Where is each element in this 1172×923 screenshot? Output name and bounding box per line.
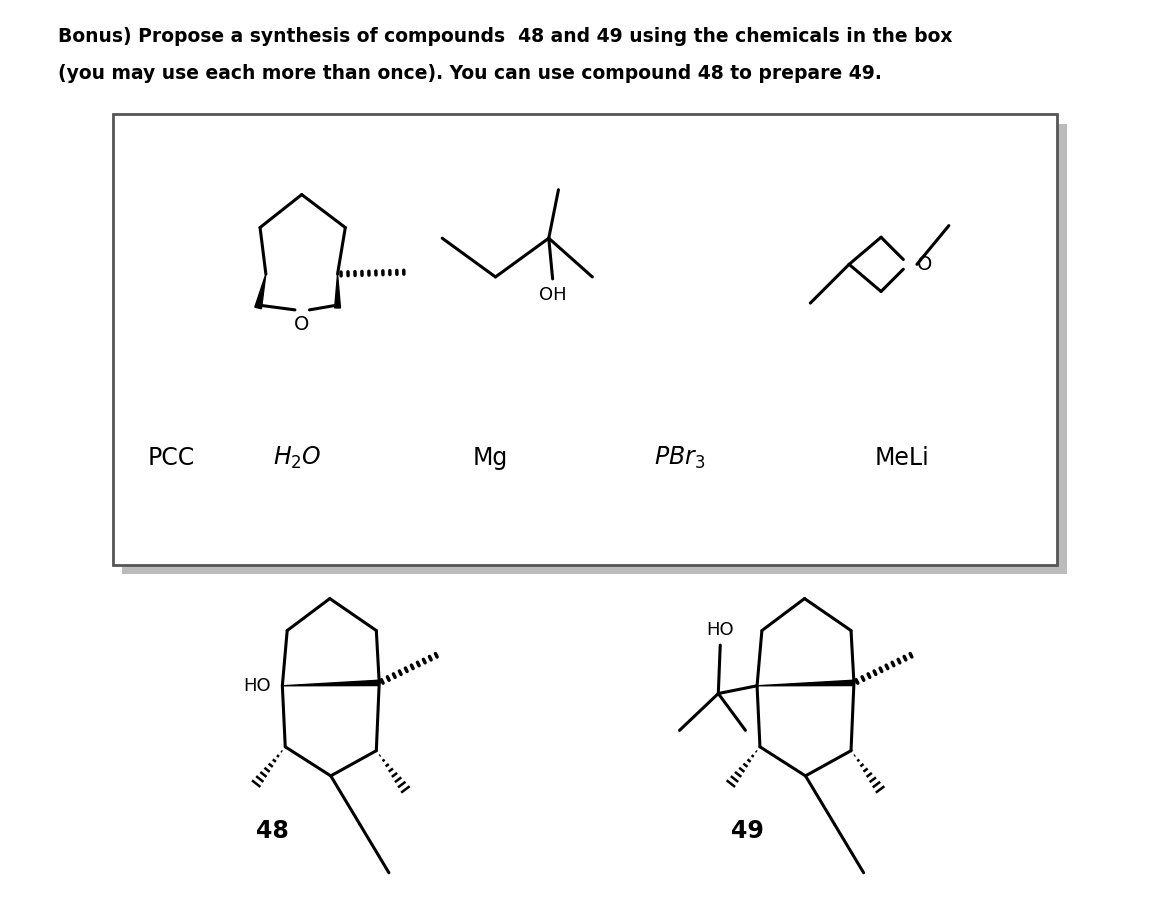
Text: Mg: Mg [473, 446, 509, 470]
Text: $PBr_3$: $PBr_3$ [654, 445, 706, 472]
Text: OH: OH [539, 285, 566, 304]
Bar [113, 114, 1057, 565]
Text: MeLi: MeLi [875, 446, 929, 470]
Polygon shape [282, 680, 380, 686]
Text: PCC: PCC [148, 446, 195, 470]
Text: 48: 48 [257, 819, 289, 843]
Text: Bonus) Propose a synthesis of compounds  48 and 49 using the chemicals in the bo: Bonus) Propose a synthesis of compounds … [57, 27, 952, 46]
Text: HO: HO [243, 677, 271, 695]
Polygon shape [254, 274, 266, 308]
Bar [123, 124, 1067, 574]
Text: 49: 49 [731, 819, 764, 843]
Polygon shape [757, 680, 854, 686]
Text: O: O [917, 255, 932, 274]
Text: O: O [294, 315, 309, 334]
Text: HO: HO [707, 621, 734, 640]
Polygon shape [335, 274, 341, 308]
Text: (you may use each more than once). You can use compound 48 to prepare 49.: (you may use each more than once). You c… [57, 64, 881, 83]
Text: $H_2O$: $H_2O$ [273, 445, 321, 472]
